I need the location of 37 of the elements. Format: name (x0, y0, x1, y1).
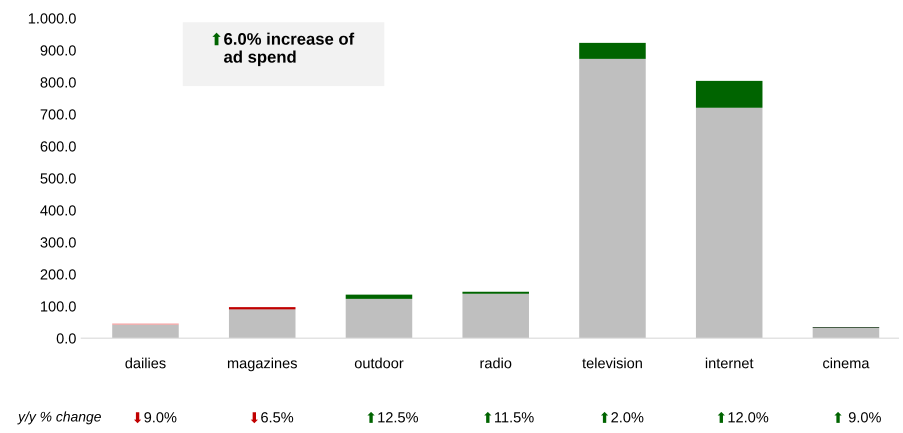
y-tick-label: 0.0 (56, 333, 76, 344)
text: ⬇9.0% (134, 412, 176, 424)
bar (228, 309, 296, 338)
bar (346, 298, 412, 338)
bar (462, 294, 529, 338)
bar (696, 108, 762, 338)
x-tick-label: internet (706, 358, 754, 368)
text: ⬆2.0% (600, 412, 644, 423)
x-tick-label: television (582, 358, 642, 368)
y-tick-label: 300.0 (40, 237, 76, 248)
x-tick-label: radio (480, 358, 512, 368)
y-tick-label: 100.0 (41, 301, 76, 312)
x-tick-label: magazines (228, 358, 297, 372)
x-tick-label: cinema (823, 358, 870, 368)
x-tick-label: outdoor (354, 358, 404, 368)
bar (112, 324, 179, 338)
text: ⬆11.5% (484, 412, 534, 423)
text: ⬆ 9.0% (834, 412, 881, 423)
bar (579, 42, 646, 59)
bar (812, 328, 880, 338)
y-tick-label: 700.0 (40, 109, 76, 120)
bar (346, 294, 412, 299)
text: y/y % change (17, 411, 101, 424)
y-tick-label: 900.0 (40, 45, 76, 56)
bar (579, 58, 646, 338)
y-tick-label: 1.000.0 (28, 13, 76, 24)
bar (696, 80, 762, 108)
text: ⬆12.0% (718, 412, 768, 423)
y-tick-label: 800.0 (40, 77, 76, 88)
y-tick-label: 500.0 (40, 173, 76, 184)
text: ⬆12.5% (367, 412, 418, 423)
text: ⬇6.5% (250, 412, 294, 424)
annotation: ⬆6.0% increase of ad spend (212, 32, 354, 66)
y-tick-label: 200.0 (40, 269, 76, 280)
y-tick-label: 400.0 (40, 205, 76, 216)
y-tick-label: 600.0 (40, 141, 76, 152)
x-tick-label: dailies (125, 358, 166, 368)
